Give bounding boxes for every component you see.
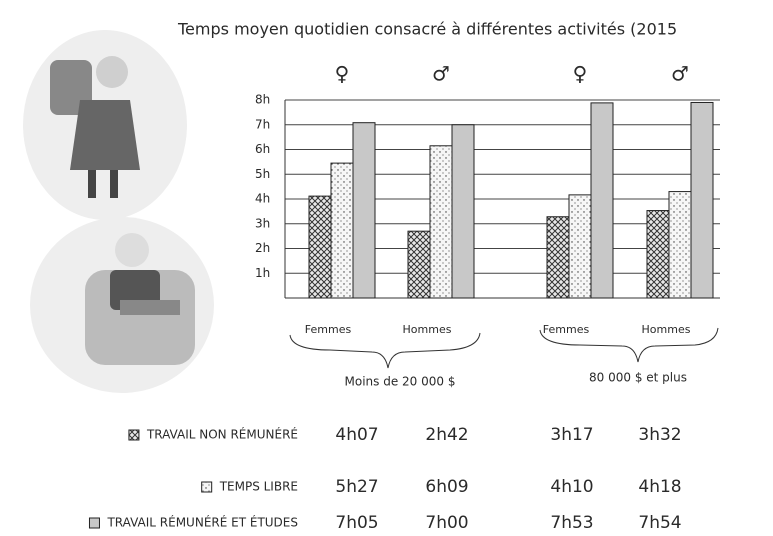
bar bbox=[407, 230, 431, 299]
y-tick-label: 3h bbox=[255, 216, 270, 230]
group-label: Moins de 20 000 $ bbox=[345, 375, 456, 389]
legend-swatch bbox=[201, 481, 213, 493]
value-label: 6h09 bbox=[425, 477, 468, 497]
group-brace bbox=[289, 332, 481, 369]
y-tick-label: 4h bbox=[255, 192, 270, 206]
value-label: 7h00 bbox=[425, 513, 468, 533]
bar bbox=[546, 216, 570, 299]
legend-swatch bbox=[88, 517, 100, 529]
value-label: 4h07 bbox=[335, 425, 378, 445]
y-tick-label: 7h bbox=[255, 117, 270, 131]
gender-symbol: ♀ bbox=[335, 62, 350, 86]
y-tick-label: 2h bbox=[255, 241, 270, 255]
value-label: 7h54 bbox=[638, 513, 681, 533]
y-tick-label: 6h bbox=[255, 142, 270, 156]
legend-label: TRAVAIL NON RÉMUNÉRÉ bbox=[146, 427, 298, 442]
value-label: 4h18 bbox=[638, 477, 681, 497]
bar bbox=[646, 210, 670, 299]
value-label: 3h32 bbox=[638, 425, 681, 445]
y-tick-label: 5h bbox=[255, 167, 270, 181]
x-tick-label: Hommes bbox=[642, 323, 691, 336]
y-tick-label: 8h bbox=[255, 93, 270, 107]
value-label: 4h10 bbox=[550, 477, 593, 497]
gender-symbol: ♂ bbox=[432, 62, 450, 86]
bar bbox=[451, 124, 475, 299]
bar bbox=[668, 191, 692, 299]
legend-swatch bbox=[128, 429, 140, 441]
group-label: 80 000 $ et plus bbox=[589, 371, 687, 385]
bar bbox=[308, 195, 332, 299]
y-tick-label: 1h bbox=[255, 266, 270, 280]
group-brace bbox=[539, 327, 719, 363]
gender-symbol: ♀ bbox=[573, 62, 588, 86]
x-tick-label: Hommes bbox=[403, 323, 452, 336]
legend-label: TRAVAIL RÉMUNÉRÉ ET ÉTUDES bbox=[106, 515, 298, 530]
gender-symbol: ♂ bbox=[671, 62, 689, 86]
x-tick-label: Femmes bbox=[543, 323, 590, 336]
value-label: 7h05 bbox=[335, 513, 378, 533]
value-label: 7h53 bbox=[550, 513, 593, 533]
girl-illustration bbox=[50, 56, 140, 198]
bar bbox=[429, 145, 453, 299]
value-label: 2h42 bbox=[425, 425, 468, 445]
legend-label: TEMPS LIBRE bbox=[219, 480, 298, 494]
bar bbox=[690, 101, 714, 299]
boy-illustration bbox=[85, 233, 195, 365]
bar bbox=[590, 102, 614, 299]
x-tick-label: Femmes bbox=[305, 323, 352, 336]
value-label: 5h27 bbox=[335, 477, 378, 497]
bar bbox=[568, 194, 592, 299]
value-label: 3h17 bbox=[550, 425, 593, 445]
chart-title: Temps moyen quotidien consacré à différe… bbox=[177, 20, 677, 39]
bar bbox=[352, 122, 376, 299]
bar bbox=[330, 162, 354, 299]
